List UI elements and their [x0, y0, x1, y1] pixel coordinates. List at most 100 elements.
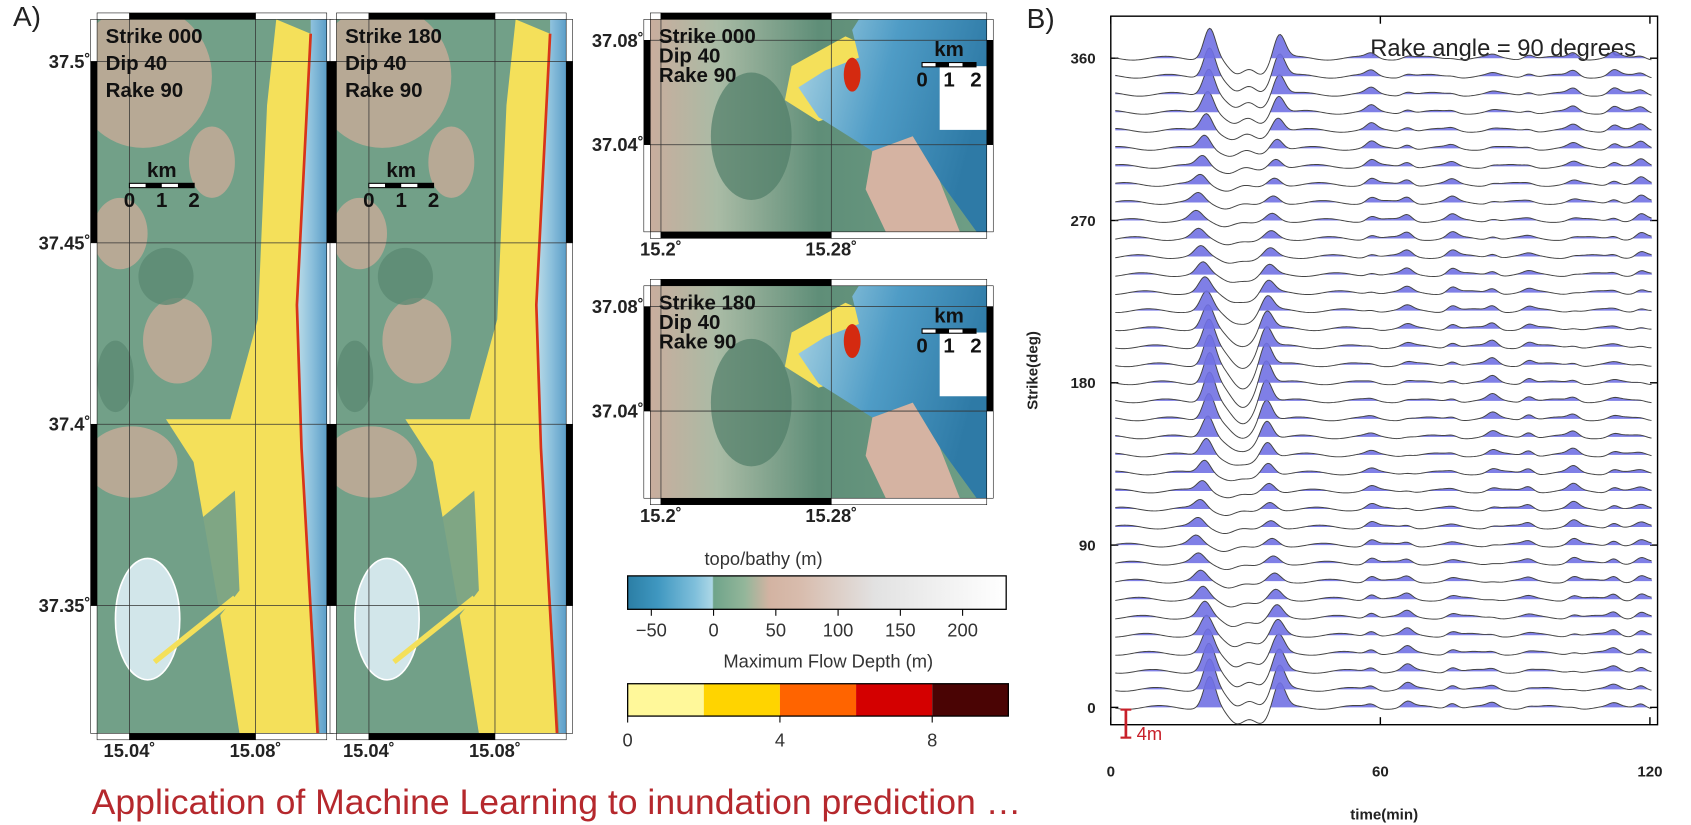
tick-label: 0 — [708, 619, 718, 640]
frame — [330, 424, 336, 605]
frame — [566, 424, 572, 605]
colorbar-title: topo/bathy (m) — [704, 548, 822, 569]
frame — [330, 606, 336, 734]
scale-tick: 0 — [363, 189, 374, 212]
frame — [91, 19, 97, 61]
frame — [330, 19, 336, 61]
tick-label: −50 — [636, 619, 667, 640]
panel-label: A) — [13, 1, 41, 32]
frame — [495, 733, 566, 739]
trace-fill — [1115, 570, 1652, 581]
scale-tick: 1 — [943, 68, 954, 91]
frame — [831, 232, 986, 238]
frame — [661, 13, 831, 19]
trace-fill — [1115, 277, 1652, 293]
trace — [1115, 676, 1651, 723]
scale-bar — [963, 329, 976, 333]
lat-tick-label: 37.35˚ — [39, 595, 91, 616]
map-label: Rake 90 — [659, 330, 736, 353]
scale-bar — [963, 63, 976, 67]
scale-title: km — [934, 304, 964, 327]
scale-label: 4m — [1137, 723, 1162, 744]
lagoon — [355, 558, 419, 679]
frame — [97, 13, 129, 19]
scale-tick: 0 — [916, 68, 927, 91]
scale-tick: 2 — [188, 189, 199, 212]
trace — [1115, 615, 1651, 646]
frame — [369, 13, 495, 19]
frame — [650, 13, 661, 19]
trace-fill — [1115, 335, 1652, 365]
trace — [1115, 659, 1651, 706]
frame — [831, 498, 986, 504]
map — [74, 5, 327, 733]
scale-bar — [385, 183, 401, 187]
frame — [336, 733, 368, 739]
map-label: Dip 40 — [345, 52, 406, 75]
colorbar-segment — [628, 684, 704, 716]
terrain — [189, 126, 235, 197]
scale-tick: 1 — [395, 189, 406, 212]
trace-fill — [1115, 601, 1652, 617]
terrain — [332, 198, 387, 269]
terrain — [428, 126, 474, 197]
y-tick-label: 270 — [1071, 213, 1096, 230]
x-axis-label: time(min) — [1350, 807, 1418, 824]
lat-tick-label: 37.08˚ — [592, 296, 644, 317]
lon-tick-label: 15.04˚ — [343, 740, 395, 761]
scale-bar — [936, 63, 949, 67]
frame — [644, 307, 650, 411]
frame — [831, 13, 986, 19]
scale-tick: 0 — [124, 189, 135, 212]
y-tick-label: 180 — [1071, 375, 1096, 392]
colorbar-title: Maximum Flow Depth (m) — [723, 651, 933, 672]
tick-label: 100 — [823, 619, 854, 640]
colorbar-segment — [704, 684, 780, 716]
trace-fill — [1115, 676, 1652, 707]
scale-tick: 2 — [970, 68, 981, 91]
frame — [566, 606, 572, 734]
map-label: Rake 90 — [659, 64, 736, 87]
trace-fill — [1115, 246, 1652, 257]
frame — [987, 145, 993, 232]
terrain — [143, 298, 212, 384]
map-label: Strike 000 — [106, 25, 203, 48]
tick-label: 8 — [927, 729, 937, 750]
scale-tick: 1 — [943, 335, 954, 358]
colorbar — [628, 576, 1007, 609]
frame — [987, 307, 993, 411]
tick-label: 150 — [885, 619, 916, 640]
frame — [650, 498, 661, 504]
scale-title: km — [147, 159, 177, 182]
lat-tick-label: 37.04˚ — [592, 134, 644, 155]
frame — [336, 13, 368, 19]
frame — [91, 61, 97, 242]
lat-tick-label: 37.5˚ — [49, 51, 91, 72]
terrain — [92, 198, 147, 269]
y-tick-label: 90 — [1079, 537, 1096, 554]
lat-tick-label: 37.08˚ — [592, 30, 644, 51]
lat-tick-label: 37.45˚ — [39, 232, 91, 253]
trace-fill — [1115, 372, 1652, 401]
scale-tick: 0 — [916, 335, 927, 358]
x-tick-label: 60 — [1372, 763, 1389, 780]
frame — [661, 232, 831, 238]
tick-label: 4 — [775, 729, 785, 750]
frame — [987, 286, 993, 307]
x-tick-label: 120 — [1637, 763, 1662, 780]
frame — [661, 498, 831, 504]
scale-title: km — [386, 159, 416, 182]
scale-tick: 2 — [970, 335, 981, 358]
lagoon — [115, 558, 179, 679]
terrain — [382, 298, 451, 384]
frame — [130, 733, 256, 739]
inundation — [844, 58, 861, 92]
map-label: Rake 90 — [106, 79, 183, 102]
frame — [130, 13, 256, 19]
trace-fill — [1115, 352, 1652, 382]
colorbar-segment — [856, 684, 932, 716]
scale-tick: 1 — [156, 189, 167, 212]
terrain — [711, 73, 792, 200]
x-tick-label: 0 — [1107, 763, 1115, 780]
trace-fill — [1115, 192, 1652, 202]
